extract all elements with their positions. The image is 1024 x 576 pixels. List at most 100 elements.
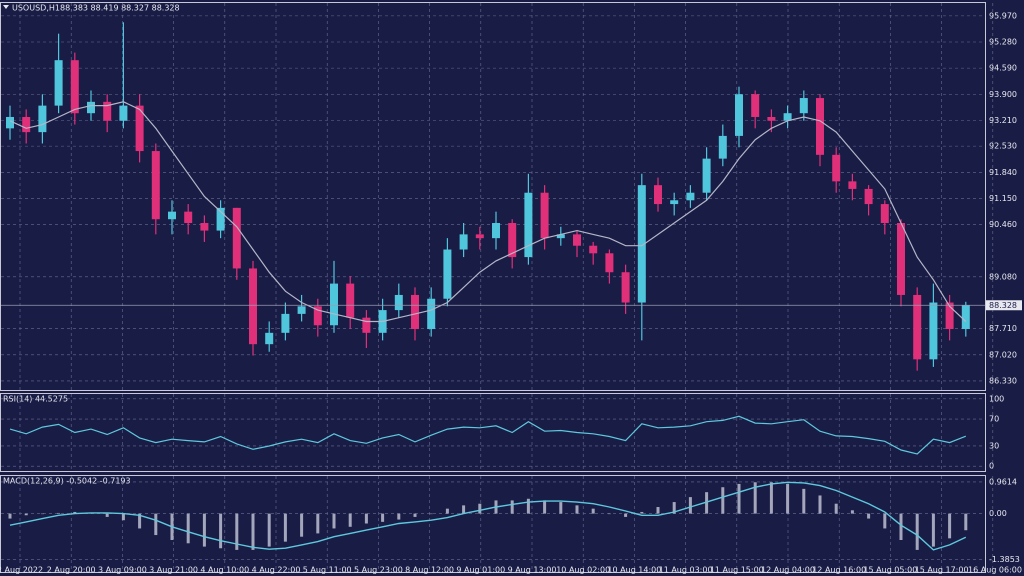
- macd-bar: [591, 508, 595, 514]
- macd-bar: [705, 492, 709, 514]
- y-tick-label: 92.530: [989, 142, 1017, 151]
- x-tick-label: 10 Aug 14:00: [607, 566, 661, 575]
- candle-body: [735, 94, 743, 136]
- candle-body: [249, 268, 257, 345]
- candle-body: [686, 192, 695, 201]
- macd-bar: [57, 512, 61, 514]
- macd-bar: [850, 510, 854, 514]
- macd-bar: [624, 513, 628, 517]
- candle-body: [265, 332, 274, 345]
- candle-body: [670, 200, 679, 205]
- candle-body: [232, 207, 241, 269]
- candle-body: [168, 211, 176, 220]
- y-tick-label: 93.900: [989, 90, 1017, 99]
- macd-bar: [818, 495, 822, 514]
- y-tick-label: 86.330: [989, 376, 1017, 385]
- macd-bar: [316, 513, 320, 534]
- macd-bar: [883, 513, 887, 529]
- moving-average: [9, 101, 967, 323]
- y-tick-label: 91.840: [989, 168, 1017, 177]
- macd-bar: [526, 498, 530, 514]
- x-tick-label: 5 Aug 23:00: [354, 566, 403, 575]
- x-tick-label: 2 Aug 2022: [0, 566, 43, 575]
- x-tick-label: 3 Aug 09:00: [98, 566, 147, 575]
- candle-body: [427, 298, 436, 330]
- candle-body: [70, 60, 79, 114]
- macd-panel: [0, 475, 986, 573]
- macd-bar: [575, 505, 579, 514]
- candle-body: [38, 105, 47, 133]
- candle-body: [135, 105, 144, 152]
- macd-bar: [413, 513, 417, 517]
- candle-body: [200, 223, 209, 231]
- candle-body: [119, 105, 128, 121]
- macd-bar: [138, 513, 142, 529]
- macd-bar: [235, 513, 239, 550]
- y-tick-label: 95.280: [989, 38, 1017, 47]
- candle-body: [394, 294, 403, 311]
- macd-bar: [381, 513, 385, 522]
- candle-body: [54, 60, 63, 106]
- y-tick-label: 93.210: [989, 116, 1017, 125]
- macd-bar: [267, 513, 271, 547]
- candle-body: [22, 116, 31, 133]
- symbol: USOUSD,H1: [12, 4, 60, 13]
- candle-body: [702, 158, 711, 193]
- x-tick-label: 10 Aug 02:00: [556, 566, 610, 575]
- y-tick-label: 30: [989, 441, 999, 450]
- x-tick-label: 8 Aug 12:00: [405, 566, 454, 575]
- candle-body: [816, 98, 824, 155]
- macd-title: MACD(12,26,9) -0.5042 -0.7193: [3, 477, 131, 486]
- macd-bar: [834, 503, 838, 514]
- candle-body: [362, 317, 371, 333]
- macd-bar: [769, 482, 773, 514]
- candle-body: [880, 204, 889, 224]
- macd-bar: [462, 505, 466, 514]
- macd-bar: [656, 507, 660, 514]
- candle-body: [540, 192, 549, 239]
- candle-body: [573, 234, 581, 246]
- x-tick-label: 15 Aug 17:00: [915, 566, 969, 575]
- candle-body: [637, 185, 646, 303]
- x-tick-label: 9 Aug 13:00: [508, 566, 557, 575]
- candle-body: [297, 306, 306, 314]
- x-tick-label: 12 Aug 16:00: [812, 566, 866, 575]
- x-tick-label: 2 Aug 20:00: [47, 566, 96, 575]
- candle-body: [524, 192, 533, 258]
- candle-body: [848, 181, 857, 189]
- candle-body: [913, 294, 922, 360]
- candle-body: [508, 223, 517, 258]
- macd-bar: [429, 513, 433, 515]
- macd-bar: [964, 513, 968, 531]
- rsi-line: [9, 415, 967, 455]
- macd-bar: [543, 500, 547, 514]
- candle-body: [6, 116, 14, 129]
- macd-bar: [672, 502, 676, 514]
- y-tick-label: 91.150: [989, 194, 1017, 203]
- candle-body: [621, 272, 630, 303]
- y-tick-label: 94.590: [989, 64, 1017, 73]
- candle-body: [281, 313, 290, 333]
- candle-body: [492, 223, 500, 239]
- candle-body: [945, 302, 954, 330]
- x-tick-label: 4 Aug 10:00: [200, 566, 249, 575]
- x-tick-label: 5 Aug 11:00: [303, 566, 352, 575]
- x-tick-label: 4 Aug 22:00: [252, 566, 301, 575]
- y-tick-label: 100: [989, 394, 1004, 403]
- y-tick-label: 89.080: [989, 272, 1017, 281]
- candle-body: [556, 234, 565, 239]
- candle-body: [475, 234, 484, 239]
- macd-bar: [721, 487, 725, 514]
- candle-body: [605, 253, 614, 273]
- y-tick-label: 0: [989, 462, 994, 471]
- y-tick-label: 0.9614: [989, 477, 1017, 486]
- macd-bar: [688, 497, 692, 514]
- candle-body: [751, 94, 760, 117]
- candle-body: [799, 98, 808, 114]
- macd-bar: [364, 513, 368, 524]
- macd-bar: [915, 513, 919, 550]
- candle-body: [654, 185, 662, 205]
- rsi-title: RSI(14) 44.5275: [3, 395, 68, 404]
- macd-bar: [786, 483, 790, 514]
- macd-bar: [332, 513, 336, 529]
